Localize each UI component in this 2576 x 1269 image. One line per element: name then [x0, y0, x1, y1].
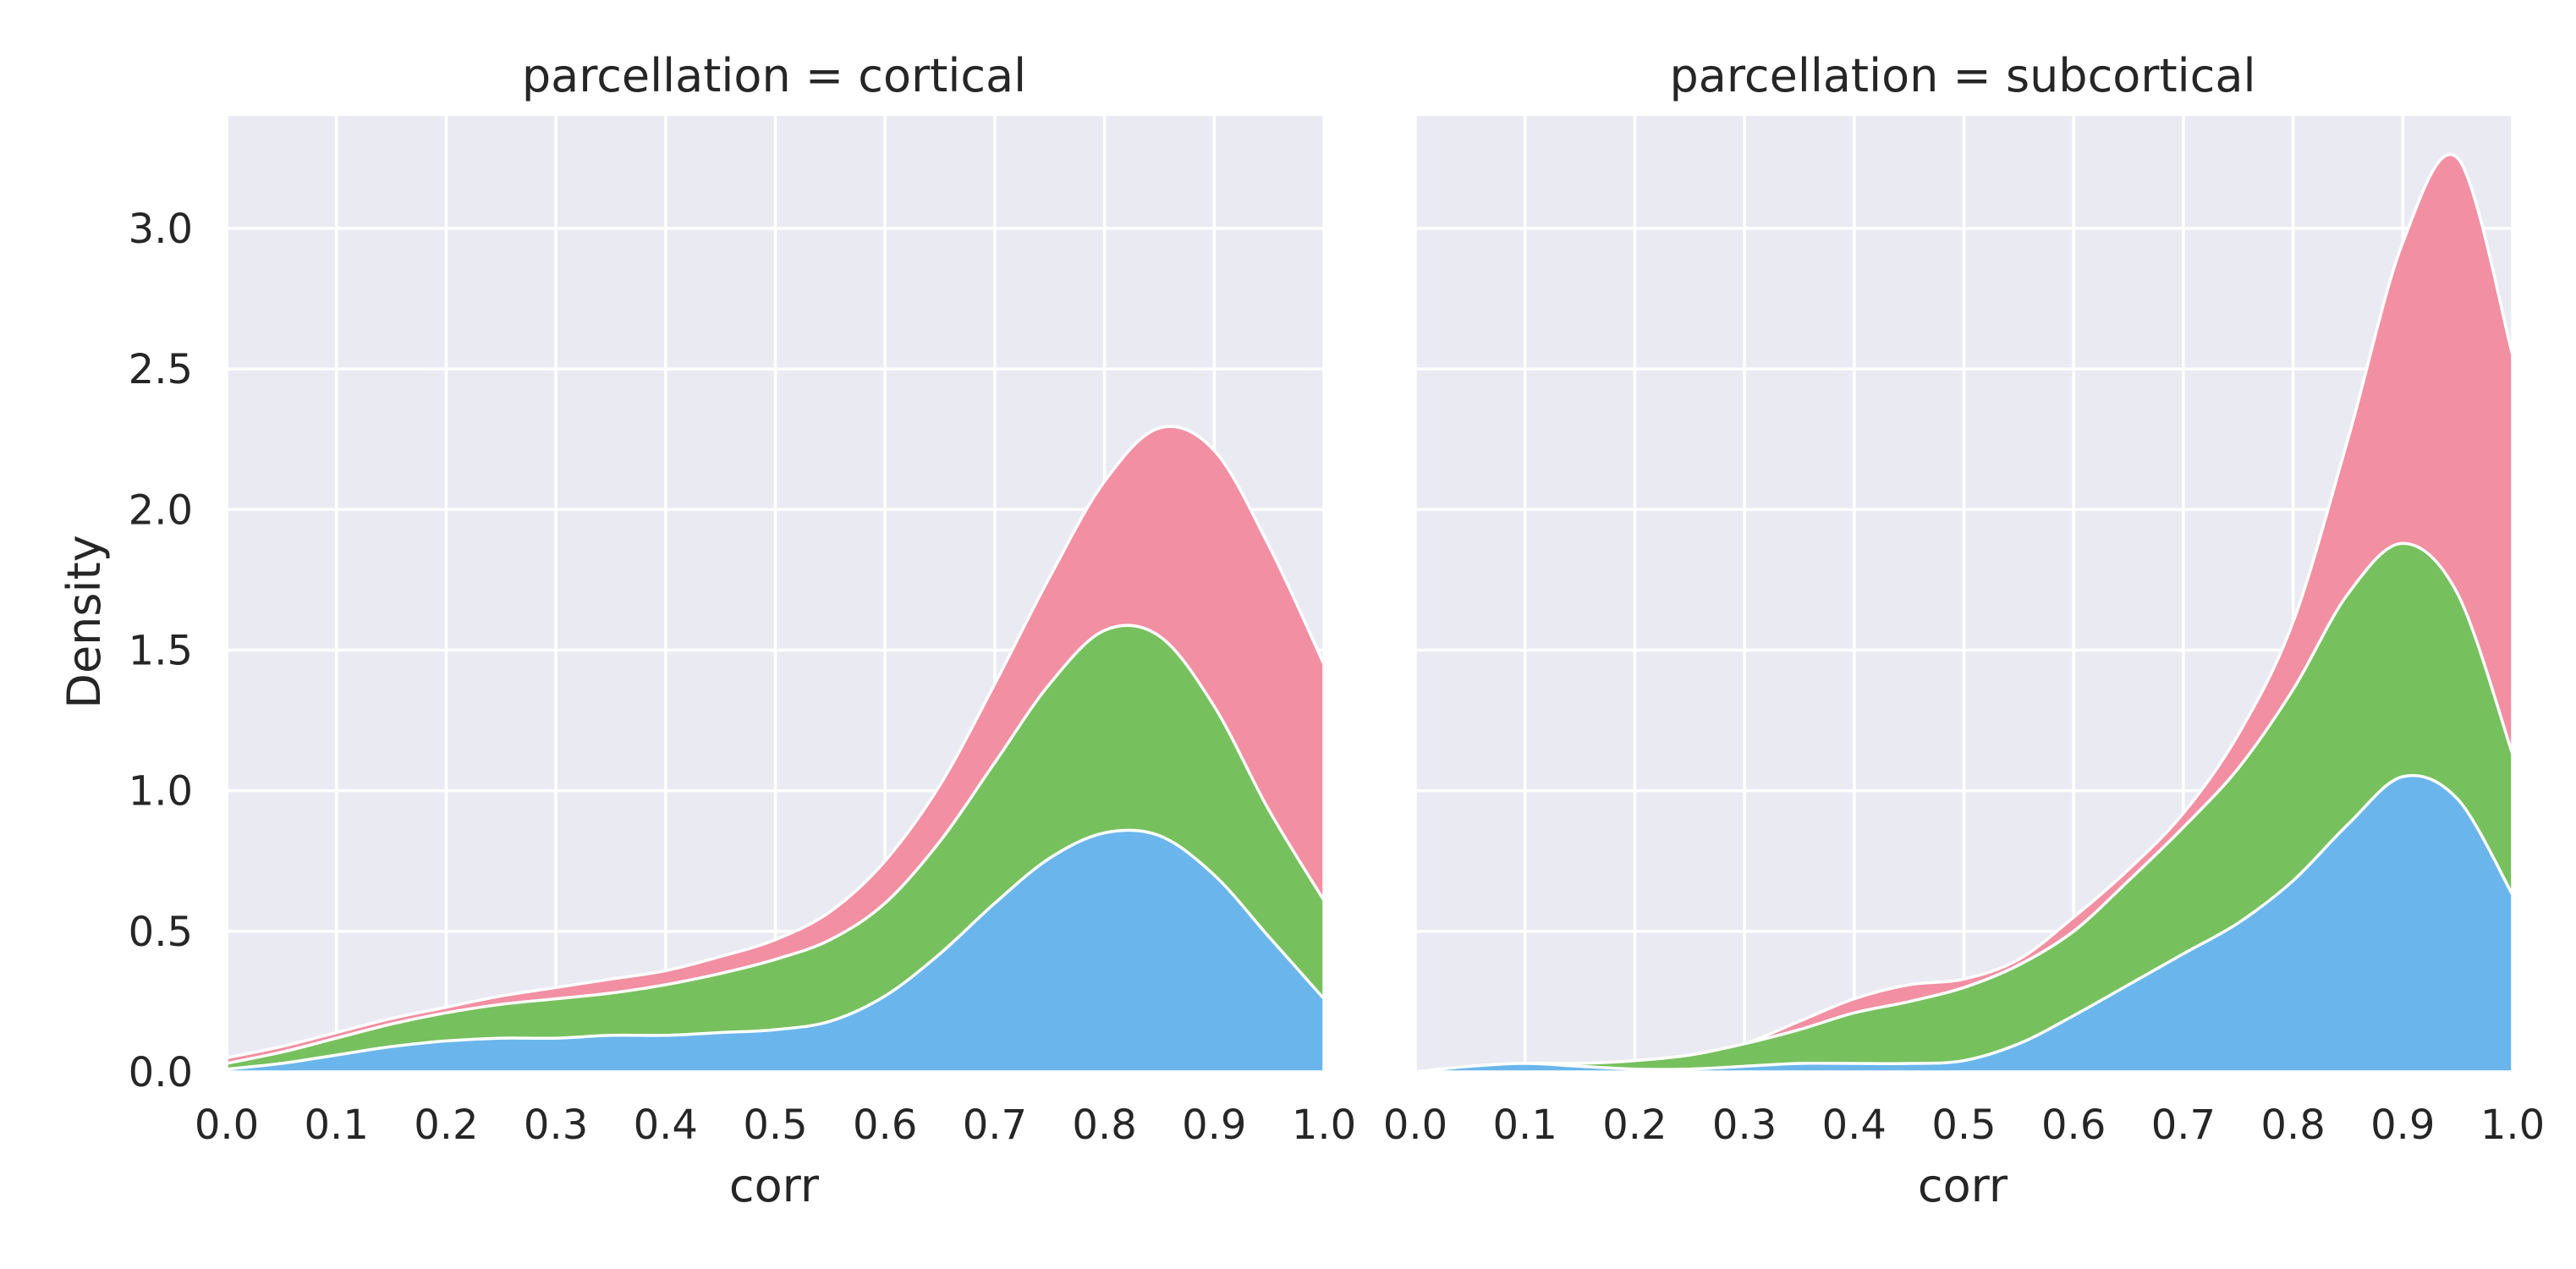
- y-tick-label: 0.0: [129, 1049, 193, 1096]
- x-tick-label: 0.3: [524, 1101, 588, 1149]
- x-tick-label: 0.6: [853, 1101, 917, 1149]
- x-tick-label: 0.9: [1182, 1101, 1246, 1149]
- y-tick-labels: 0.0 0.5 1.0 1.5 2.0 2.5 3.0: [129, 206, 193, 1096]
- panel-subcortical: [1414, 116, 2514, 1074]
- facet-title-subcortical: parcellation = subcortical: [1670, 49, 2256, 102]
- x-tick-label: 0.2: [414, 1101, 478, 1149]
- y-tick-label: 2.5: [129, 346, 193, 393]
- x-tick-label: 0.6: [2041, 1101, 2106, 1149]
- y-axis-label: Density: [58, 535, 111, 708]
- x-tick-label: 0.0: [1383, 1101, 1447, 1149]
- x-tick-label: 0.5: [1931, 1101, 1996, 1149]
- x-tick-labels-cortical: 0.0 0.1 0.2 0.3 0.4 0.5 0.6 0.7 0.8 0.9 1.0: [195, 1101, 1356, 1149]
- x-tick-label: 0.1: [1493, 1101, 1557, 1149]
- density-area-bottom: [1414, 773, 2514, 1074]
- x-tick-label: 0.0: [195, 1101, 259, 1149]
- x-tick-labels-subcortical: 0.0 0.1 0.2 0.3 0.4 0.5 0.6 0.7 0.8 0.9 1.0: [1383, 1101, 2545, 1149]
- y-tick-label: 1.0: [129, 768, 193, 816]
- x-tick-label: 0.7: [963, 1101, 1027, 1149]
- y-tick-label: 0.5: [129, 909, 193, 956]
- x-tick-label: 0.9: [2370, 1101, 2435, 1149]
- x-tick-label: 0.5: [743, 1101, 807, 1149]
- density-area-bottom: [225, 828, 1326, 1074]
- x-tick-label: 0.1: [305, 1101, 369, 1149]
- panel-cortical: [225, 116, 1326, 1074]
- x-tick-label: 0.4: [634, 1101, 698, 1149]
- y-tick-label: 1.5: [129, 627, 193, 674]
- x-axis-label-cortical: corr: [729, 1159, 820, 1212]
- y-tick-label: 2.0: [129, 486, 193, 534]
- x-tick-label: 0.3: [1712, 1101, 1777, 1149]
- x-tick-label: 0.2: [1602, 1101, 1667, 1149]
- x-tick-label: 0.8: [2260, 1101, 2325, 1149]
- x-tick-label: 0.4: [1822, 1101, 1887, 1149]
- x-axis-label-subcortical: corr: [1918, 1159, 2008, 1212]
- x-tick-label: 0.7: [2151, 1101, 2216, 1149]
- x-tick-label: 1.0: [2480, 1101, 2545, 1149]
- x-tick-label: 0.8: [1072, 1101, 1136, 1149]
- facet-title-cortical: parcellation = cortical: [522, 49, 1026, 102]
- y-tick-label: 3.0: [129, 206, 193, 253]
- x-tick-label: 1.0: [1292, 1101, 1356, 1149]
